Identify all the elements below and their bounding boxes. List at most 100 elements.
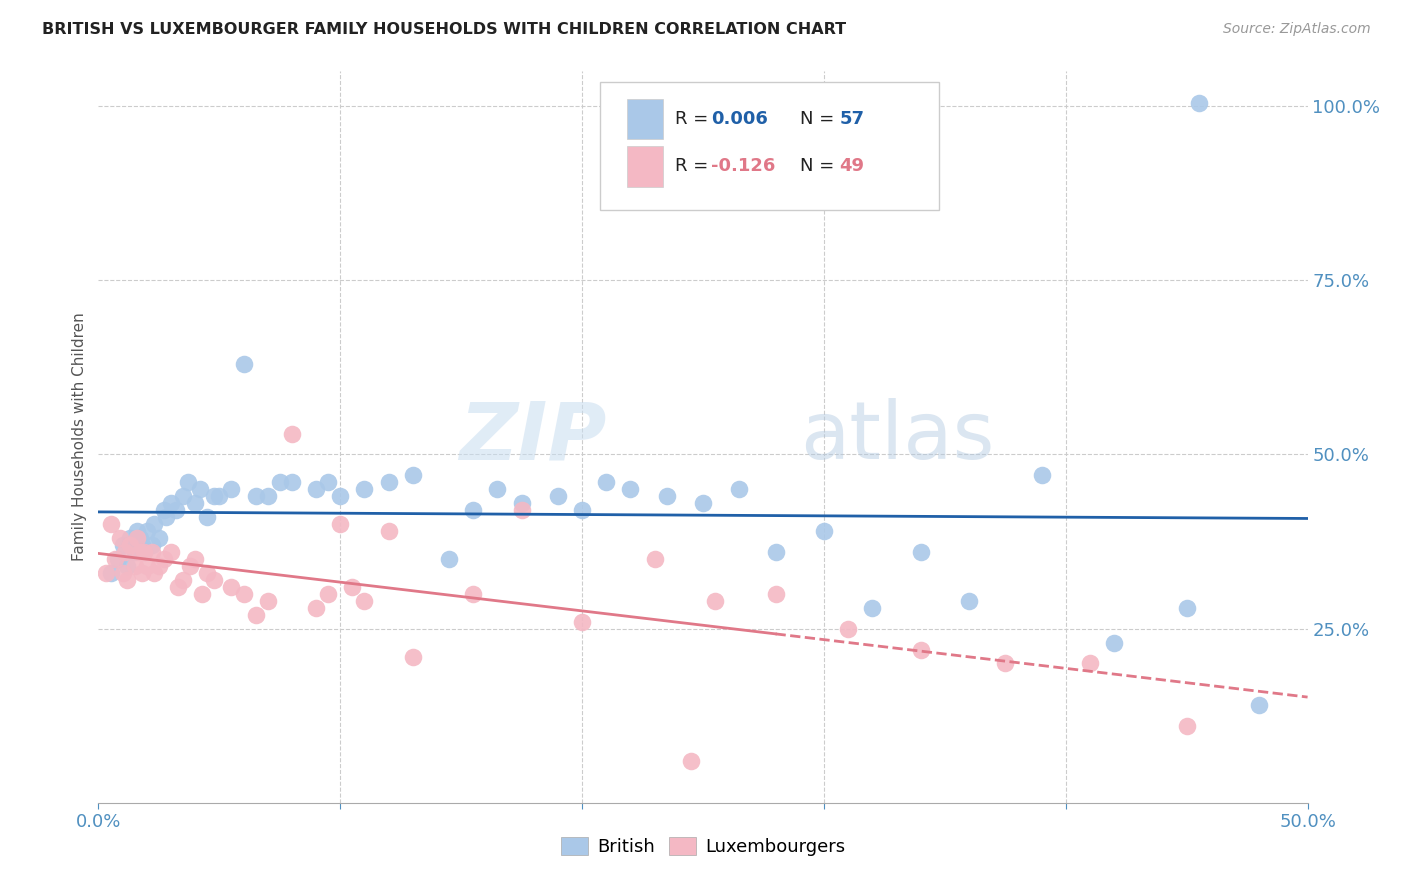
Point bbox=[245, 489, 267, 503]
Point bbox=[155, 510, 177, 524]
Point bbox=[377, 475, 399, 490]
Point bbox=[143, 517, 166, 532]
Point bbox=[184, 496, 207, 510]
Point bbox=[172, 573, 194, 587]
Point bbox=[208, 489, 231, 503]
Point bbox=[165, 503, 187, 517]
Text: ZIP: ZIP bbox=[458, 398, 606, 476]
Point bbox=[100, 566, 122, 580]
Point bbox=[619, 483, 641, 497]
Point bbox=[1188, 95, 1211, 110]
Point bbox=[910, 642, 932, 657]
Point bbox=[118, 538, 141, 552]
Text: atlas: atlas bbox=[800, 398, 994, 476]
Point bbox=[131, 566, 153, 580]
Point bbox=[910, 545, 932, 559]
Point bbox=[571, 503, 593, 517]
Point bbox=[124, 558, 146, 573]
Point bbox=[134, 545, 156, 559]
Point bbox=[108, 531, 131, 545]
Point bbox=[377, 524, 399, 538]
Point bbox=[1102, 635, 1125, 649]
Point bbox=[486, 483, 509, 497]
Point bbox=[127, 524, 149, 538]
Point bbox=[765, 587, 787, 601]
Point bbox=[114, 545, 136, 559]
Point bbox=[134, 545, 156, 559]
Point bbox=[510, 503, 533, 517]
Point bbox=[1249, 698, 1271, 713]
Point bbox=[679, 754, 702, 768]
Point bbox=[141, 545, 163, 559]
Point bbox=[117, 573, 139, 587]
Point bbox=[245, 607, 267, 622]
Point bbox=[124, 545, 146, 559]
Point bbox=[644, 552, 666, 566]
Point bbox=[813, 524, 835, 538]
Point bbox=[160, 496, 183, 510]
Text: R =: R = bbox=[675, 158, 714, 176]
Point bbox=[329, 517, 352, 532]
Point bbox=[135, 524, 157, 538]
Point bbox=[131, 538, 153, 552]
Point bbox=[152, 552, 174, 566]
Point bbox=[160, 545, 183, 559]
Point bbox=[221, 580, 243, 594]
Point bbox=[704, 594, 727, 608]
Point bbox=[128, 545, 150, 559]
Point bbox=[510, 496, 533, 510]
Point bbox=[595, 475, 617, 490]
Point bbox=[111, 538, 134, 552]
Point bbox=[329, 489, 352, 503]
Text: BRITISH VS LUXEMBOURGER FAMILY HOUSEHOLDS WITH CHILDREN CORRELATION CHART: BRITISH VS LUXEMBOURGER FAMILY HOUSEHOLD… bbox=[42, 22, 846, 37]
Text: R =: R = bbox=[675, 110, 714, 128]
Point bbox=[353, 483, 375, 497]
Point bbox=[316, 587, 339, 601]
Point bbox=[269, 475, 291, 490]
Y-axis label: Family Households with Children: Family Households with Children bbox=[72, 313, 87, 561]
Point bbox=[127, 531, 149, 545]
Text: 57: 57 bbox=[839, 110, 865, 128]
Point bbox=[100, 517, 122, 532]
Point bbox=[204, 489, 226, 503]
Point bbox=[655, 489, 678, 503]
Point bbox=[353, 594, 375, 608]
Point bbox=[152, 503, 174, 517]
Point bbox=[256, 489, 278, 503]
Point bbox=[184, 552, 207, 566]
Text: 49: 49 bbox=[839, 158, 865, 176]
Point bbox=[104, 552, 127, 566]
Point bbox=[232, 587, 254, 601]
Point bbox=[765, 545, 787, 559]
Point bbox=[94, 566, 117, 580]
Point bbox=[118, 531, 141, 545]
Point bbox=[1031, 468, 1053, 483]
Point bbox=[148, 531, 170, 545]
Point bbox=[179, 558, 201, 573]
Point bbox=[195, 510, 218, 524]
Point bbox=[281, 426, 304, 441]
FancyBboxPatch shape bbox=[627, 99, 664, 139]
FancyBboxPatch shape bbox=[600, 82, 939, 211]
Point bbox=[107, 552, 129, 566]
Point bbox=[111, 566, 134, 580]
Point bbox=[148, 558, 170, 573]
Point bbox=[957, 594, 980, 608]
Text: 0.006: 0.006 bbox=[711, 110, 768, 128]
Point bbox=[128, 531, 150, 545]
Point bbox=[692, 496, 714, 510]
Point bbox=[256, 594, 278, 608]
Text: N =: N = bbox=[800, 110, 839, 128]
Point bbox=[463, 587, 485, 601]
Text: Source: ZipAtlas.com: Source: ZipAtlas.com bbox=[1223, 22, 1371, 37]
Point bbox=[117, 558, 139, 573]
Point bbox=[1175, 600, 1198, 615]
FancyBboxPatch shape bbox=[627, 146, 664, 186]
Point bbox=[143, 566, 166, 580]
Point bbox=[837, 622, 859, 636]
Point bbox=[402, 468, 425, 483]
Text: N =: N = bbox=[800, 158, 839, 176]
Point bbox=[281, 475, 304, 490]
Point bbox=[191, 587, 214, 601]
Point bbox=[305, 600, 328, 615]
